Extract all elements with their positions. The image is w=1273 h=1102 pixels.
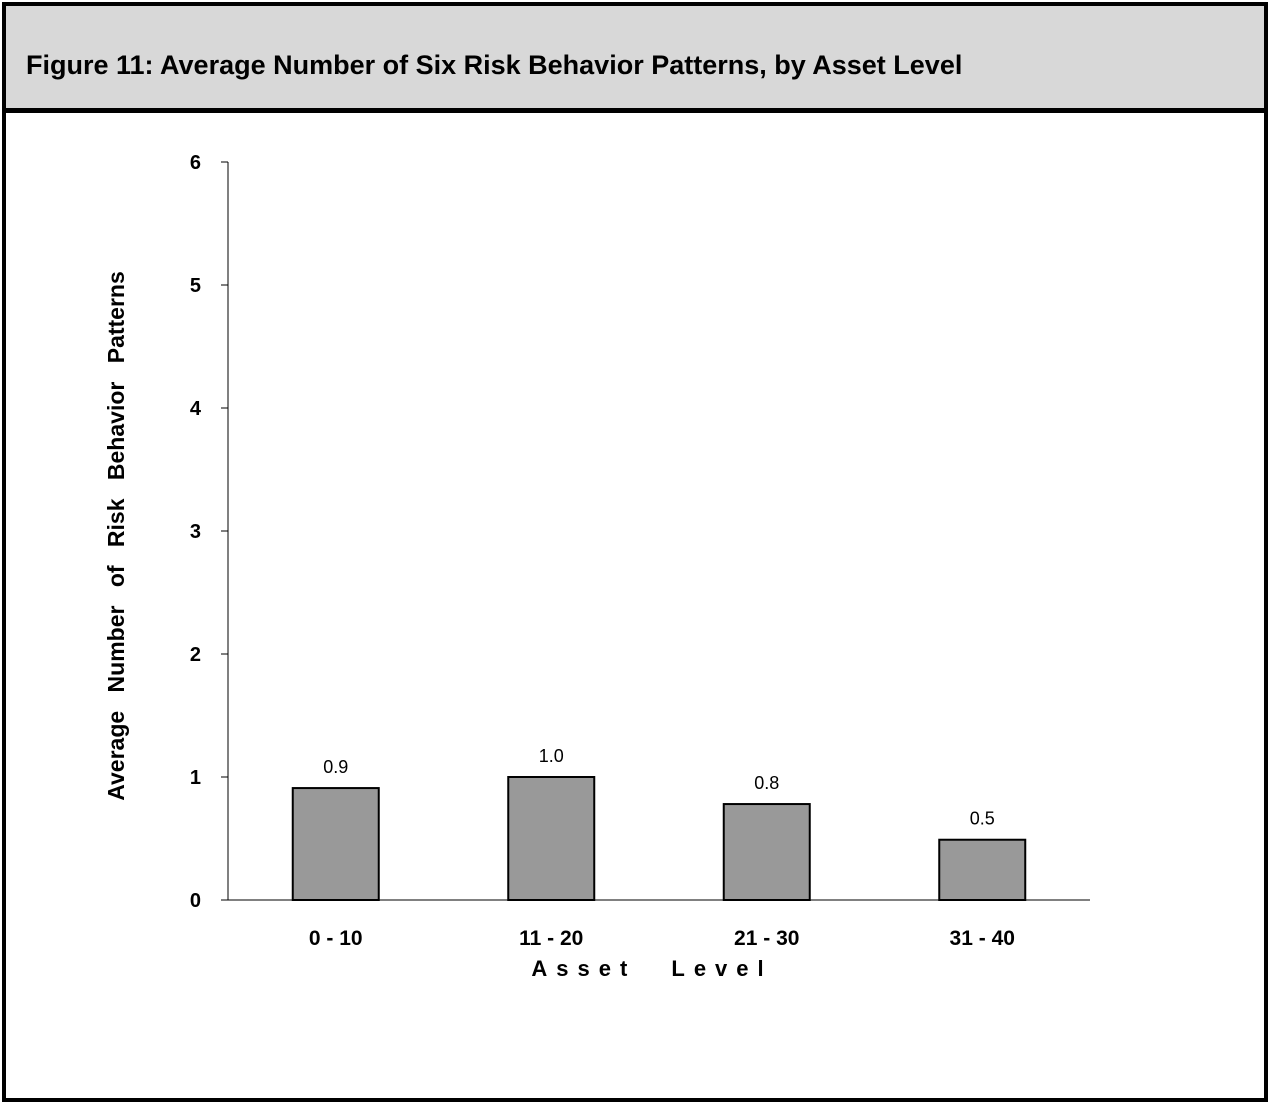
y-tick-label: 4 — [190, 398, 202, 420]
data-label: 0.5 — [970, 809, 995, 829]
figure-title: Figure 11: Average Number of Six Risk Be… — [26, 50, 963, 80]
bar — [722, 803, 811, 901]
x-tick-label: 21 - 30 — [734, 927, 799, 950]
data-label: 0.9 — [323, 757, 348, 777]
y-tick-label: 5 — [190, 275, 201, 297]
bar — [507, 776, 596, 901]
data-label: 1.0 — [539, 746, 564, 766]
y-tick-label: 6 — [190, 152, 201, 174]
bar — [291, 787, 380, 902]
y-tick-label: 2 — [190, 644, 201, 666]
y-axis-label: Average Number of Risk Behavior Patterns — [103, 271, 129, 801]
y-tick-label: 0 — [190, 890, 201, 912]
x-tick-label: 11 - 20 — [519, 927, 583, 950]
bar — [938, 838, 1027, 901]
y-tick-label: 3 — [190, 521, 201, 543]
x-axis-label: Asset Level — [531, 956, 772, 981]
y-tick-label: 1 — [190, 767, 201, 789]
bars: 0.9 1.0 0.8 0.5 — [291, 746, 1027, 902]
data-label: 0.8 — [754, 773, 779, 793]
y-ticks: 0 1 2 3 4 5 6 — [190, 152, 228, 912]
x-tick-label: 0 - 10 — [309, 927, 363, 950]
figure-header: Figure 11: Average Number of Six Risk Be… — [6, 6, 1264, 113]
x-ticks: 0 - 10 11 - 20 21 - 30 31 - 40 — [309, 927, 1015, 950]
x-tick-label: 31 - 40 — [950, 927, 1015, 950]
